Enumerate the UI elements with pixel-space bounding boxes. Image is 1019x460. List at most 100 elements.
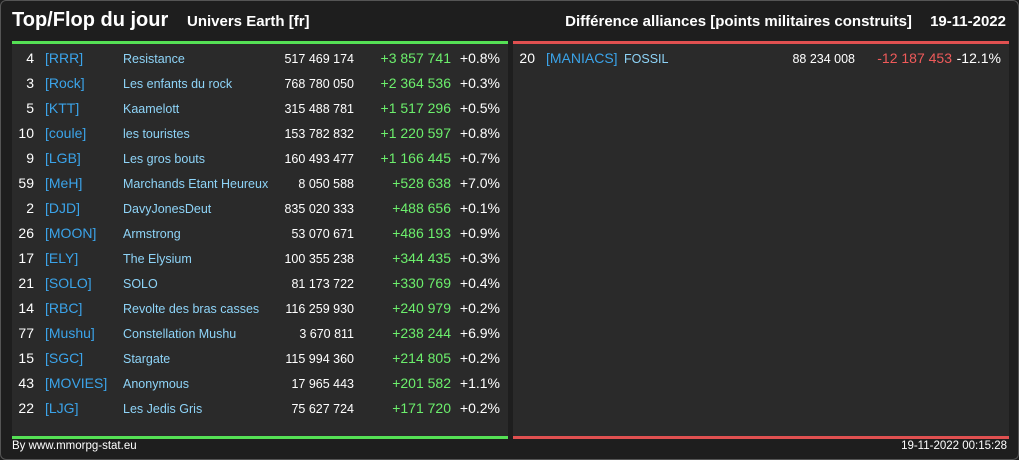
top-row: 43 [MOVIES] Anonymous 17 965 443 +201 582 +1.… [12, 373, 508, 398]
footer-timestamp: 19-11-2022 00:15:28 [901, 440, 1007, 452]
points-value: 116 259 930 [285, 302, 354, 316]
alliance-name-link[interactable]: Stargate [123, 352, 171, 366]
difference-value: +2 364 536 [380, 75, 451, 91]
rank-label: 21 [18, 275, 34, 291]
alliance-tag-link[interactable]: [Mushu] [45, 325, 95, 341]
alliance-tag-link[interactable]: [MOON] [45, 225, 97, 241]
alliance-name-link[interactable]: The Elysium [123, 252, 192, 266]
rank-label: 15 [18, 350, 34, 366]
alliance-name-link[interactable]: Les Jedis Gris [123, 402, 203, 416]
rank-label: 17 [18, 250, 34, 266]
difference-value: +238 244 [392, 325, 451, 341]
difference-value: +240 979 [392, 300, 451, 316]
universe-label: Univers Earth [fr] [187, 13, 310, 30]
date-label: 19-11-2022 [930, 13, 1006, 30]
top-row: 3 [Rock] Les enfants du rock 768 780 050 +2 … [12, 73, 508, 98]
percent-value: +0.3% [459, 250, 500, 266]
category-heading: Différence alliances [points militaires … [565, 13, 1006, 30]
points-value: 115 994 360 [285, 352, 354, 366]
rank-label: 10 [18, 125, 34, 141]
difference-value: +1 517 296 [380, 100, 451, 116]
alliance-tag-link[interactable]: [coule] [45, 125, 87, 141]
points-value: 517 469 174 [284, 52, 354, 66]
difference-value: +201 582 [392, 375, 451, 391]
alliance-name-link[interactable]: Kaamelott [123, 102, 180, 116]
alliance-tag-link[interactable]: [LJG] [45, 400, 79, 416]
difference-value: +486 193 [392, 225, 451, 241]
alliance-tag-link[interactable]: [KTT] [45, 100, 80, 116]
points-value: 768 780 050 [284, 77, 354, 91]
alliance-name-link[interactable]: Resistance [123, 52, 185, 66]
alliance-name-link[interactable]: Les enfants du rock [123, 77, 233, 91]
top-row: 59 [MeH] Marchands Etant Heureux 8 050 588 +… [12, 173, 508, 198]
percent-value: +0.8% [459, 125, 500, 141]
top-row: 77 [Mushu] Constellation Mushu 3 670 811 +23… [12, 323, 508, 348]
percent-value: +0.3% [459, 75, 500, 91]
alliance-name-link[interactable]: DavyJonesDeut [123, 202, 212, 216]
alliance-tag-link[interactable]: [LGB] [45, 150, 81, 166]
top-row: 15 [SGC] Stargate 115 994 360 +214 805 +0.2% [12, 348, 508, 373]
alliance-tag-link[interactable]: [SGC] [45, 350, 84, 366]
rank-label: 77 [18, 325, 34, 341]
points-value: 81 173 722 [291, 277, 354, 291]
alliance-name-link[interactable]: Marchands Etant Heureux [123, 177, 269, 191]
alliance-name-link[interactable]: FOSSIL [624, 52, 669, 66]
flop-panel: 20 [MANIACS] FOSSIL 88 234 008 -12 187 453 -1… [513, 41, 1009, 439]
alliance-tag-link[interactable]: [MeH] [45, 175, 83, 191]
difference-value: -12 187 453 [877, 50, 952, 66]
flop-row: 20 [MANIACS] FOSSIL 88 234 008 -12 187 453 -1… [513, 48, 1009, 73]
top-panel: 4 [RRR] Resistance 517 469 174 +3 857 741 +0.… [12, 41, 508, 439]
percent-value: +6.9% [459, 325, 500, 341]
alliance-name-link[interactable]: les touristes [123, 127, 190, 141]
alliance-tag-link[interactable]: [MANIACS] [546, 50, 618, 66]
points-value: 100 355 238 [284, 252, 354, 266]
percent-value: +1.1% [459, 375, 500, 391]
percent-value: +0.5% [459, 100, 500, 116]
alliance-tag-link[interactable]: [RRR] [45, 50, 84, 66]
alliance-tag-link[interactable]: [RBC] [45, 300, 83, 316]
points-value: 153 782 832 [284, 127, 354, 141]
percent-value: -12.1% [956, 50, 1001, 66]
percent-value: +7.0% [459, 175, 500, 191]
alliance-tag-link[interactable]: [MOVIES] [45, 375, 108, 391]
percent-value: +0.2% [459, 300, 500, 316]
alliance-tag-link[interactable]: [Rock] [45, 75, 85, 91]
points-value: 75 627 724 [291, 402, 354, 416]
points-value: 835 020 333 [284, 202, 354, 216]
alliance-name-link[interactable]: Constellation Mushu [123, 327, 237, 341]
alliance-tag-link[interactable]: [SOLO] [45, 275, 92, 291]
rank-label: 2 [26, 200, 34, 216]
percent-value: +0.2% [459, 350, 500, 366]
percent-value: +0.2% [459, 400, 500, 416]
percent-value: +0.1% [459, 200, 500, 216]
rank-label: 5 [26, 100, 34, 116]
alliance-tag-link[interactable]: [DJD] [45, 200, 80, 216]
alliance-name-link[interactable]: Revolte des bras casses [123, 302, 260, 316]
difference-value: +528 638 [392, 175, 451, 191]
percent-value: +0.8% [459, 50, 500, 66]
points-value: 17 965 443 [291, 377, 354, 391]
rank-label: 43 [18, 375, 34, 391]
header: Top/Flop du jour Univers Earth [fr] Diff… [1, 1, 1018, 41]
percent-value: +0.7% [459, 150, 500, 166]
page-title: Top/Flop du jour [12, 9, 169, 31]
top-row: 26 [MOON] Armstrong 53 070 671 +486 193 +0.9% [12, 223, 508, 248]
top-row: 5 [KTT] Kaamelott 315 488 781 +1 517 296 +0.5… [12, 98, 508, 123]
points-value: 53 070 671 [291, 227, 354, 241]
rank-label: 9 [26, 150, 34, 166]
alliance-name-link[interactable]: Les gros bouts [123, 152, 205, 166]
top-row: 22 [LJG] Les Jedis Gris 75 627 724 +171 720 +… [12, 398, 508, 423]
alliance-name-link[interactable]: Armstrong [123, 227, 181, 241]
difference-value: +171 720 [392, 400, 451, 416]
rank-label: 26 [18, 225, 34, 241]
rank-label: 22 [18, 400, 34, 416]
alliance-tag-link[interactable]: [ELY] [45, 250, 79, 266]
percent-value: +0.4% [459, 275, 500, 291]
alliance-name-link[interactable]: Anonymous [123, 377, 190, 391]
footer-credit-link[interactable]: By www.mmorpg-stat.eu [12, 440, 137, 452]
top-row: 2 [DJD] DavyJonesDeut 835 020 333 +488 656 +0… [12, 198, 508, 223]
alliance-name-link[interactable]: SOLO [123, 277, 158, 291]
top-row: 9 [LGB] Les gros bouts 160 493 477 +1 166 44… [12, 148, 508, 173]
rank-label: 3 [26, 75, 34, 91]
